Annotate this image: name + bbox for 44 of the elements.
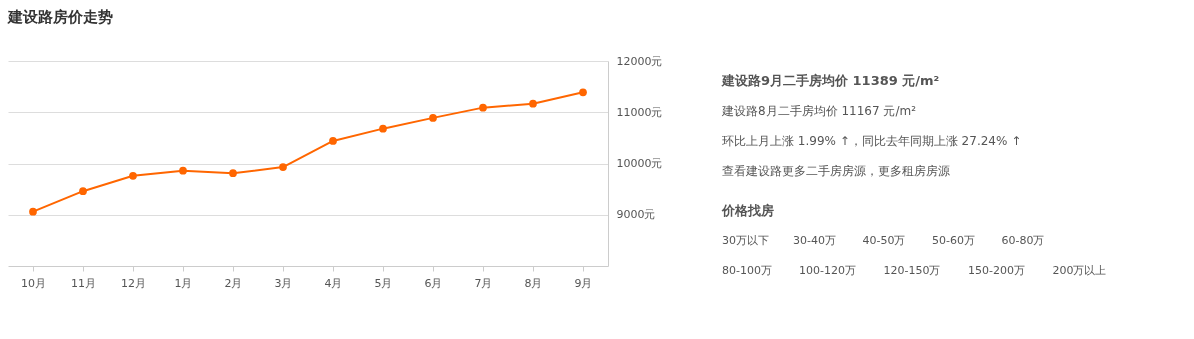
text: 建设路9月二手房均价 11389 元/m² <box>721 73 940 88</box>
point <box>329 137 337 145</box>
x-tick-label: 7月 <box>474 276 493 290</box>
x-tick-label: 5月 <box>374 276 393 290</box>
text: 120-150万 <box>883 264 941 277</box>
point <box>29 207 37 216</box>
text: 建设路8月二手房均价 11167 元/m² <box>721 104 917 118</box>
x-tick-label: 2月 <box>224 276 243 290</box>
text: 30-40万 <box>793 234 836 247</box>
x-tick-label: 9月 <box>574 276 593 290</box>
x-tick-label: 10月 <box>21 276 46 290</box>
point <box>79 187 87 196</box>
text: 30万以下 <box>722 234 769 247</box>
text: 100-120万 <box>799 264 856 277</box>
x-tick-label: 8月 <box>524 276 543 290</box>
text: 查看建设路更多二手房房源，更多租房房源 <box>722 164 950 178</box>
chart-title: 建设路房价走势 <box>7 8 113 26</box>
point <box>429 114 437 122</box>
point <box>229 169 237 178</box>
point <box>129 171 137 180</box>
text: 150-200万 <box>968 264 1025 277</box>
x-tick-label: 11月 <box>71 276 96 290</box>
point <box>479 103 487 112</box>
x-tick-label: 3月 <box>274 276 293 290</box>
text: 80-100万 <box>722 264 772 277</box>
x-tick-label: 1月 <box>174 276 193 290</box>
point <box>379 124 387 133</box>
y-tick-label: 11000元 <box>616 105 663 119</box>
point <box>279 163 287 171</box>
point <box>179 166 187 175</box>
text: 环比上月上涨 1.99% ↑，同比去年同期上涨 27.24% ↑ <box>722 134 1022 148</box>
x-tick-label: 4月 <box>324 276 343 290</box>
text: 200万以上 <box>1052 264 1107 277</box>
x-tick-label: 12月 <box>121 276 146 290</box>
text: 60-80万 <box>1001 234 1045 247</box>
x-tick-label: 6月 <box>424 276 443 290</box>
text: 价格找房 <box>721 203 774 218</box>
point <box>579 88 587 97</box>
point <box>529 99 537 108</box>
y-tick-label: 12000元 <box>616 54 663 68</box>
y-tick-label: 9000元 <box>616 208 656 222</box>
text: 50-60万 <box>932 234 975 247</box>
y-tick-label: 10000元 <box>616 157 663 170</box>
text: 40-50万 <box>862 234 906 247</box>
